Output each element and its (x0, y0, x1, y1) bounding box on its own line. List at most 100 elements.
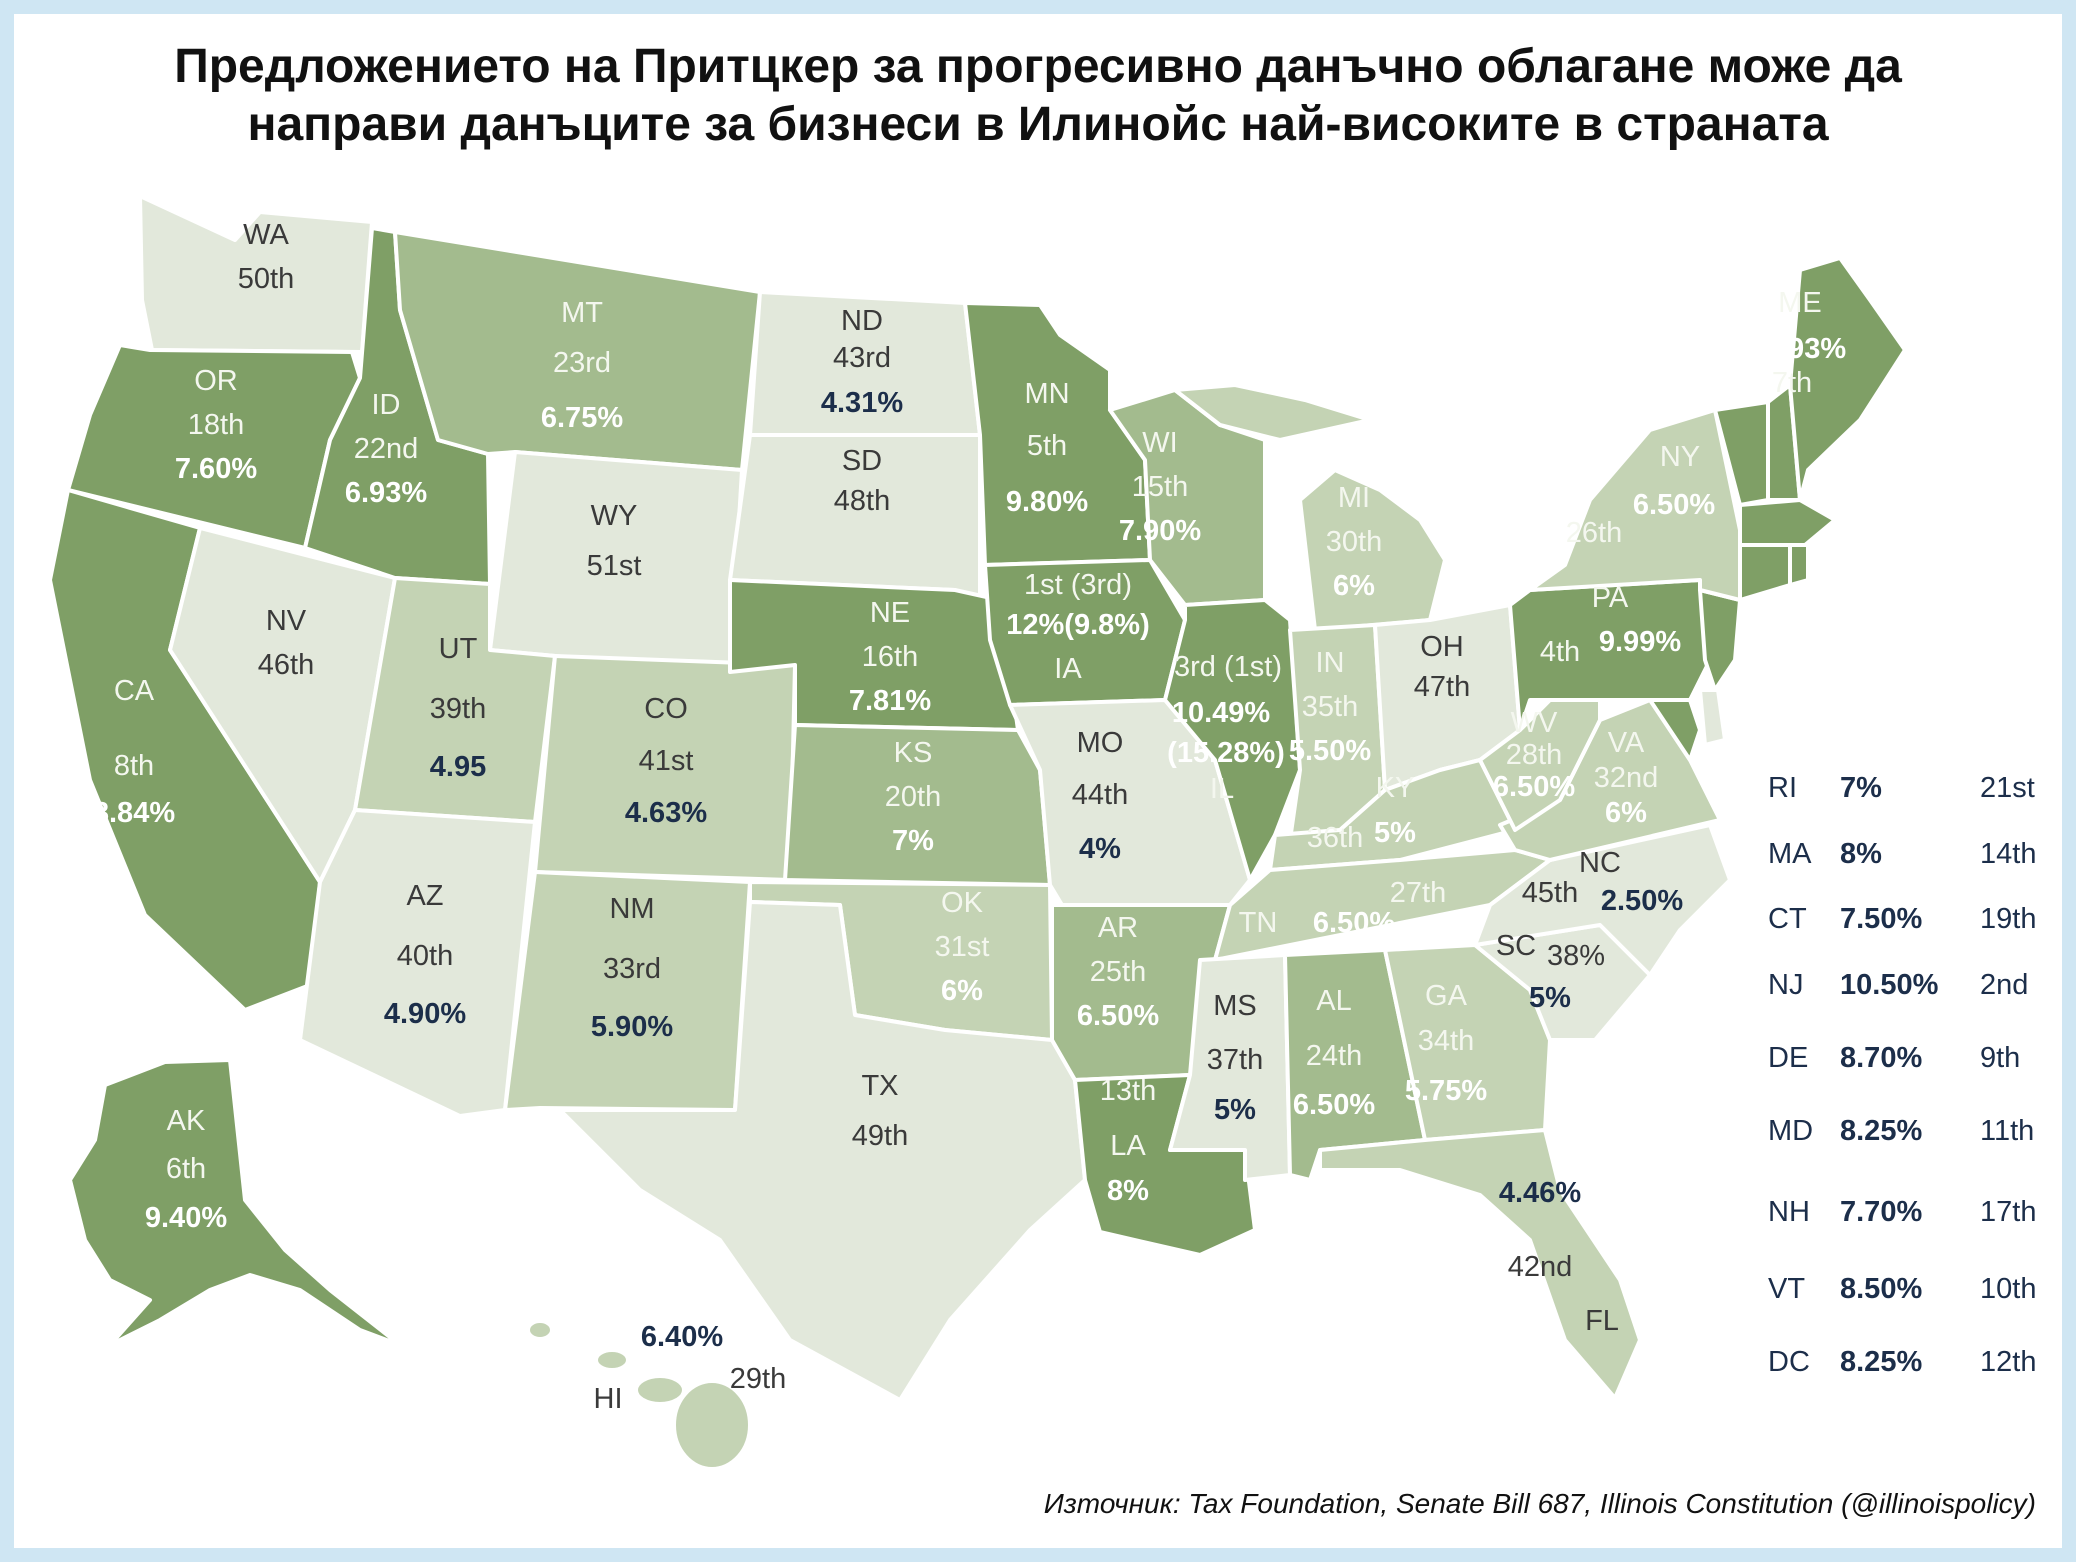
label-az-rate: 4.90% (384, 998, 466, 1030)
label-sc-rank: 38% (1547, 940, 1605, 972)
label-ca-code: CA (114, 675, 155, 707)
label-tx-rank: 49th (852, 1120, 908, 1152)
small-state-code: DE (1768, 1042, 1809, 1074)
hi-island-maui (634, 1374, 686, 1406)
label-ks-code: KS (894, 737, 933, 769)
small-state-row: RI 7% 21st (1768, 772, 2058, 812)
label-ne-rank: 16th (862, 641, 918, 673)
label-me-rate: 8.93% (1764, 333, 1846, 365)
small-state-rank: 12th (1980, 1346, 2037, 1378)
label-mo-rank: 44th (1072, 779, 1128, 811)
label-mi-rank: 30th (1326, 526, 1382, 558)
small-state-rank: 21st (1980, 772, 2035, 804)
small-state-code: NJ (1768, 969, 1804, 1001)
label-va-rate: 6% (1605, 797, 1647, 829)
small-state-rate: 8.25% (1840, 1346, 1923, 1378)
small-state-rank: 17th (1980, 1196, 2037, 1228)
page-title: Предложението на Притцкер за прогресивно… (40, 38, 2036, 154)
state-ak (68, 1058, 402, 1347)
label-ga-rank: 34th (1418, 1025, 1474, 1057)
label-sc-rate: 5% (1529, 982, 1571, 1014)
label-nv-code: NV (266, 605, 307, 637)
label-ga-code: GA (1425, 980, 1468, 1012)
small-state-row: CT 7.50% 19th (1768, 903, 2058, 943)
label-mt-rank: 23rd (553, 347, 611, 379)
small-state-row: VT 8.50% 10th (1768, 1273, 2058, 1313)
label-ak-code: AK (167, 1105, 206, 1137)
label-ca-rank: 8th (114, 750, 154, 782)
label-in-code: IN (1316, 647, 1345, 679)
state-ma (1738, 498, 1837, 547)
label-al-code: AL (1316, 985, 1351, 1017)
label-wa-rank: 50th (238, 263, 294, 295)
label-mo-code: MO (1077, 727, 1124, 759)
label-ar-code: AR (1098, 912, 1138, 944)
label-mn-code: MN (1024, 378, 1069, 410)
label-wy-code: WY (591, 500, 638, 532)
state-de (1698, 688, 1727, 747)
label-wv-rank: 28th (1506, 739, 1562, 771)
label-ar-rank: 25th (1090, 956, 1146, 988)
label-ny-rate: 6.50% (1633, 489, 1715, 521)
small-state-row: NH 7.70% 17th (1768, 1196, 2058, 1236)
label-tx-code: TX (861, 1070, 898, 1102)
label-ut-rank: 39th (430, 693, 486, 725)
label-sc-code: SC (1496, 930, 1536, 962)
small-state-rate: 10.50% (1840, 969, 1939, 1001)
label-ny-code: NY (1660, 441, 1700, 473)
label-or-code: OR (194, 365, 238, 397)
label-in-rate: 5.50% (1289, 735, 1371, 767)
label-me-rank: 7th (1772, 367, 1812, 399)
label-me-code: ME (1778, 287, 1822, 319)
source-note: Източник: Tax Foundation, Senate Bill 68… (1043, 1488, 2036, 1519)
label-wv-rate: 6.50% (1493, 771, 1575, 803)
label-nm-rate: 5.90% (591, 1011, 673, 1043)
label-la-code: LA (1110, 1130, 1146, 1162)
label-oh-code: OH (1420, 631, 1464, 663)
small-state-code: CT (1768, 903, 1807, 935)
small-state-rank: 10th (1980, 1273, 2037, 1305)
label-ky-rank: 36th (1307, 822, 1363, 854)
state-fl (1318, 1128, 1642, 1400)
label-mt-code: MT (561, 297, 603, 329)
hi-island-big (672, 1379, 752, 1471)
label-az-rank: 40th (397, 940, 453, 972)
state-hi (526, 1319, 752, 1471)
label-sd-rank: 48th (834, 485, 890, 517)
label-fl-rate: 4.46% (1499, 1177, 1581, 1209)
label-ar-rate: 6.50% (1077, 1000, 1159, 1032)
label-co-rate: 4.63% (625, 797, 707, 829)
label-tn-rank: 27th (1390, 877, 1446, 909)
label-or-rate: 7.60% (175, 453, 257, 485)
label-mt-rate: 6.75% (541, 402, 623, 434)
label-hi-rank: 29th (730, 1363, 786, 1395)
label-ms-code: MS (1213, 990, 1257, 1022)
label-wa-code: WA (243, 219, 289, 251)
small-state-row: MD 8.25% 11th (1768, 1115, 2058, 1155)
label-pa-rate: 9.99% (1599, 626, 1681, 658)
small-state-rank: 14th (1980, 838, 2037, 870)
label-ut-code: UT (439, 633, 478, 665)
small-state-code: MD (1768, 1115, 1814, 1147)
small-state-rate: 8.70% (1840, 1042, 1923, 1074)
hi-island-kauai (526, 1319, 554, 1341)
label-nc-rate: 2.50% (1601, 885, 1683, 917)
label-ak-rate: 9.40% (145, 1202, 227, 1234)
label-wi-rank: 15th (1132, 471, 1188, 503)
label-ky-rate: 5% (1374, 817, 1416, 849)
label-id-rate: 6.93% (345, 477, 427, 509)
label-va-rank: 32nd (1594, 762, 1659, 794)
small-state-row: DE 8.70% 9th (1768, 1042, 2058, 1082)
label-wi-rate: 7.90% (1119, 515, 1201, 547)
label-ne-code: NE (870, 597, 910, 629)
label-ak-rank: 6th (166, 1153, 206, 1185)
label-ia-rate: 12%(9.8%) (1006, 609, 1149, 641)
label-ia-rank: 1st (3rd) (1024, 569, 1132, 601)
label-fl-code: FL (1585, 1305, 1619, 1337)
label-ks-rate: 7% (892, 825, 934, 857)
small-state-code: RI (1768, 772, 1797, 804)
label-il-rate: 10.49% (1172, 697, 1271, 729)
small-state-rate: 8% (1840, 838, 1882, 870)
label-ia-code: IA (1054, 653, 1082, 685)
label-hi-code: HI (594, 1383, 623, 1415)
